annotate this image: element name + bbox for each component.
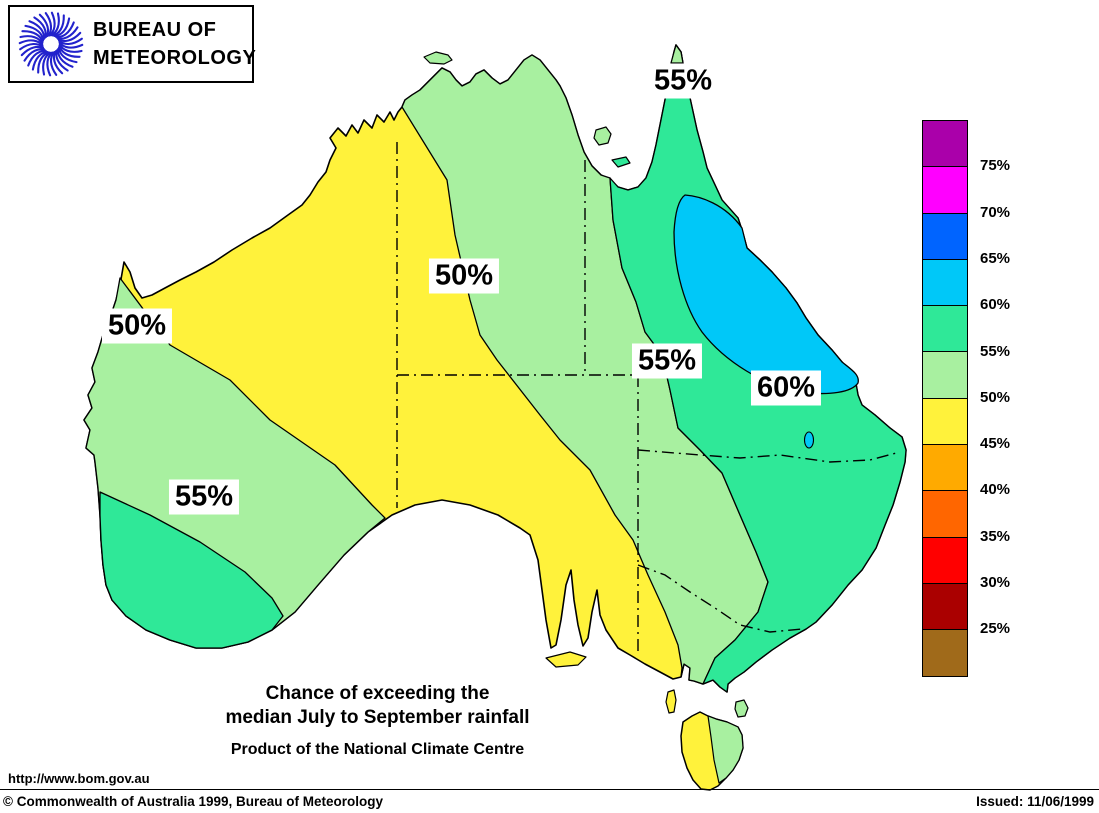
legend-color-cell: [922, 536, 968, 584]
footer-divider: [0, 789, 1099, 790]
legend-color-cell: [922, 629, 968, 677]
legend-color-cell: [922, 305, 968, 353]
island-mornington: [612, 157, 630, 167]
bom-logo-line2: METEOROLOGY: [93, 47, 257, 69]
state-border-vic-nsw: [638, 565, 802, 632]
tasmania-light-green-east: [708, 716, 743, 783]
legend-threshold-label: 65%: [980, 249, 1011, 267]
bom-spiral-icon: [18, 11, 84, 77]
footer-url: http://www.bom.gov.au: [8, 771, 150, 786]
legend-color-cell: [922, 582, 968, 631]
island-groote: [594, 127, 611, 145]
bom-logo-text: BUREAU OF METEOROLOGY: [93, 16, 256, 72]
legend-color-cell: [922, 120, 968, 168]
contour-label-southwest: 55%: [168, 479, 240, 515]
legend-color-cell: [922, 212, 968, 260]
legend-threshold-label: 75%: [980, 157, 1011, 175]
legend-color-cell: [922, 444, 968, 492]
region-cyan-dot-nsw: [805, 432, 814, 448]
region-spring-green-southwest: [100, 492, 283, 648]
map-caption: Chance of exceeding the median July to S…: [200, 682, 555, 759]
bom-logo-line1: BUREAU OF: [93, 19, 217, 41]
legend-threshold-label: 70%: [980, 203, 1011, 221]
probability-legend: 75% 70% 65% 60% 55% 50% 45% 40% 35% 30% 25%: [922, 120, 1010, 677]
island-melville: [424, 52, 452, 64]
footer-copyright: © Commonwealth of Australia 1999, Bureau…: [3, 794, 384, 809]
contour-label-west-coast: 50%: [101, 308, 173, 344]
legend-color-cell: [922, 351, 968, 399]
footer-issued-date: Issued: 11/06/1999: [976, 794, 1094, 809]
legend-cells: [922, 120, 968, 677]
legend-color-cell: [922, 397, 968, 446]
logo-spiral-rays: [18, 11, 84, 77]
legend-threshold-label: 30%: [980, 574, 1011, 591]
legend-threshold-label: 55%: [980, 342, 1011, 360]
legend-color-cell: [922, 490, 968, 538]
bom-logo-box: BUREAU OF METEOROLOGY: [8, 5, 256, 83]
island-kangaroo: [546, 652, 586, 667]
caption-title-line2: median July to September rainfall: [225, 707, 530, 728]
legend-threshold-label: 35%: [980, 527, 1011, 545]
legend-color-cell: [922, 166, 968, 214]
island-flinders: [735, 700, 748, 717]
region-light-green-cape-york-tip: [671, 45, 683, 63]
contour-label-queensland: 60%: [750, 370, 822, 406]
legend-threshold-label: 45%: [980, 435, 1011, 453]
contour-label-central-east: 55%: [631, 343, 703, 379]
caption-title-line1: Chance of exceeding the: [265, 683, 490, 704]
state-borders: [397, 142, 900, 655]
legend-threshold-label: 50%: [980, 388, 1011, 406]
legend-threshold-label: 60%: [980, 296, 1011, 314]
caption-product-line: Product of the National Climate Centre: [230, 741, 525, 758]
legend-threshold-label: 40%: [980, 481, 1011, 499]
legend-threshold-label: 25%: [980, 620, 1011, 638]
contour-label-central: 50%: [428, 258, 500, 294]
contour-label-cape-york: 55%: [647, 63, 719, 99]
island-king: [666, 690, 676, 713]
legend-color-cell: [922, 258, 968, 307]
